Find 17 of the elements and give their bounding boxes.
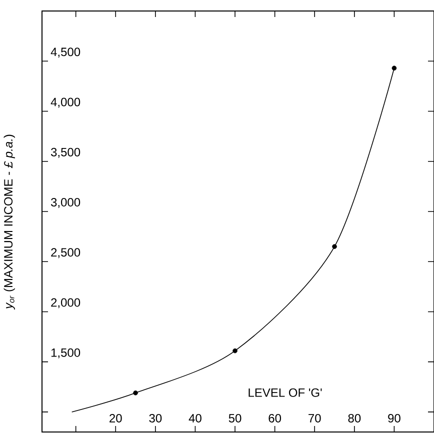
- y-tick-label: 1,500: [51, 348, 80, 358]
- y-tick-label: 3,000: [50, 198, 80, 208]
- x-tick-label: 50: [228, 414, 242, 422]
- x-tick-label: 90: [388, 414, 400, 422]
- y-tick-label: 2,500: [51, 248, 80, 258]
- text: y$_{or}$ (MAXIMUM INCOME - £ p.a.): [4, 134, 15, 310]
- y-tick-label: 4,500: [50, 48, 80, 58]
- x-tick-label: 70: [308, 414, 321, 422]
- x-tick-label: 20: [110, 414, 122, 422]
- x-axis-title: LEVEL OF 'G': [248, 388, 322, 397]
- x-tick-label: 30: [149, 414, 162, 422]
- y-tick-label: 2,000: [51, 298, 80, 308]
- y-tick-label: 3,500: [50, 148, 80, 158]
- x-tick-label: 80: [348, 414, 361, 422]
- x-tick-label: 60: [268, 414, 282, 422]
- y-tick-label: 4,000: [50, 98, 80, 108]
- x-tick-label: 40: [188, 414, 202, 422]
